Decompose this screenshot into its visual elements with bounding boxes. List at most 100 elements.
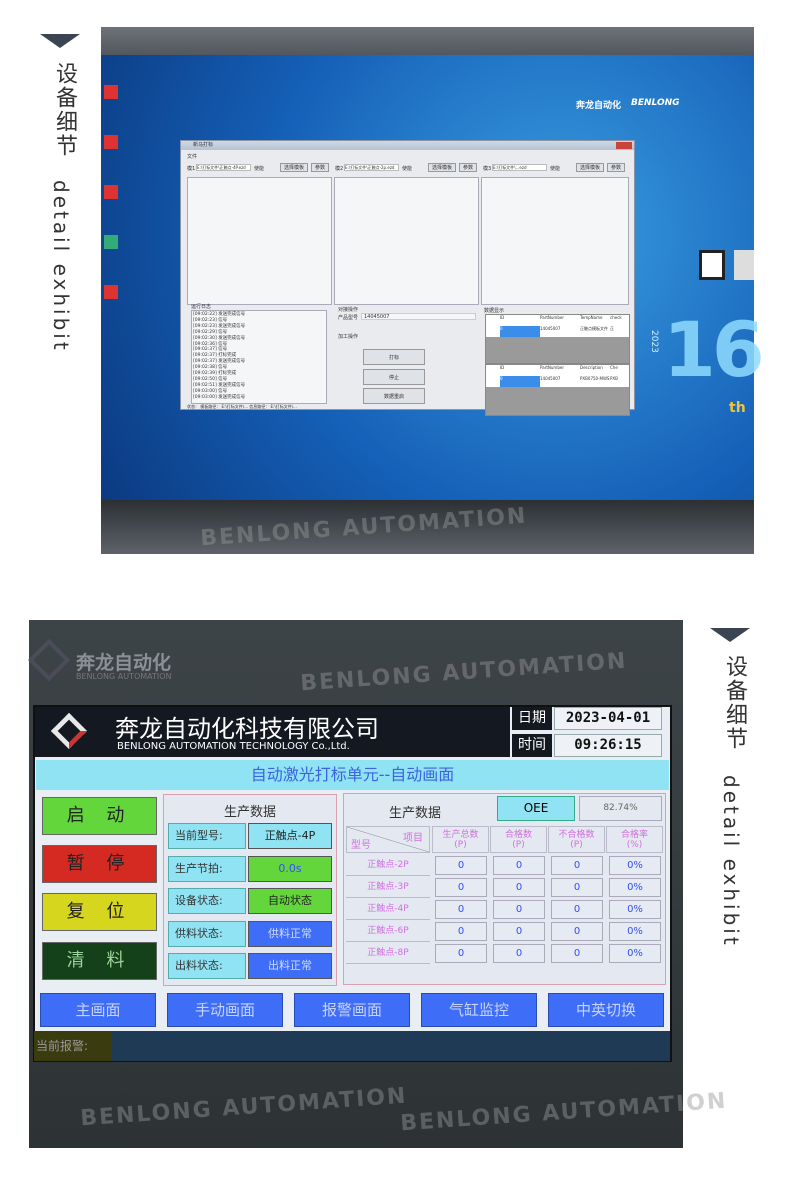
table-cell: 0 [493, 900, 545, 919]
template-path[interactable]: E:\打标文件\正触点-2p.ezd [344, 164, 399, 171]
log-line: [09:02:37] 发送完成信号 [193, 359, 246, 365]
menu-file[interactable]: 文件 [187, 154, 198, 160]
control-button-0[interactable]: 启 动 [42, 797, 157, 835]
select-template-button[interactable]: 选择模板 [428, 163, 456, 172]
grid-cell[interactable]: 14045007 [540, 325, 561, 331]
enable-checkbox[interactable]: 使能 [402, 166, 413, 172]
ops-title: 对接操作 [338, 307, 359, 313]
log-line: [09:02:29] 信号 [193, 329, 228, 335]
desktop-icon[interactable] [104, 285, 118, 299]
table-cell: 0 [493, 922, 545, 941]
table-cell: 0 [493, 856, 545, 875]
control-button-1[interactable]: 暂 停 [42, 845, 157, 883]
table-cell: 0 [551, 944, 603, 963]
anniversary-year: 2023 [649, 330, 659, 353]
side-label-cn: 设备细节 [52, 62, 77, 158]
grid-header: Che [610, 365, 618, 370]
param-button[interactable]: 参数 [311, 163, 329, 172]
close-button[interactable] [616, 142, 632, 149]
log-line: [09:02:50] 信号 [193, 376, 228, 382]
marking-software-window: 新马打标 文件 运行日志 [09:02:22] 发送完成信号 [09:02:23]… [180, 140, 635, 416]
data-reset-button[interactable]: 数据重启 [363, 388, 425, 404]
desktop-brand: 奔龙自动化 [576, 101, 622, 111]
select-template-button[interactable]: 选择模板 [280, 163, 308, 172]
log-line: [09:02:38] 信号 [193, 365, 228, 371]
oee-value: 82.74% [579, 796, 662, 821]
param-button[interactable]: 参数 [607, 163, 625, 172]
grid-header: ID [500, 365, 505, 370]
data-grid-2: ID PartNumber Description Che 0 14045007 PXB07… [485, 364, 630, 416]
stats-title: 生产数据 [389, 806, 442, 821]
nav-button-2[interactable]: 报警画面 [294, 993, 410, 1027]
side-label-en: detail exhibit [49, 180, 73, 353]
table-header: 合格率 (%) [606, 826, 663, 853]
log-line: [09:02:37] 打标完成 [193, 353, 237, 359]
template-path[interactable]: E:\打标文件\正触点-4P.ezd [196, 164, 251, 171]
template-label: 模3 [483, 166, 492, 172]
table-cell: 0 [551, 878, 603, 897]
prod-label: 当前型号: [168, 823, 246, 849]
table-cell: 0 [435, 856, 487, 875]
company-name-en: BENLONG AUTOMATION TECHNOLOGY Co.,Ltd. [117, 741, 350, 752]
mark-button[interactable]: 打标 [363, 349, 425, 365]
product-field[interactable]: 14045007 [361, 313, 476, 320]
oee-button[interactable]: OEE [497, 796, 575, 821]
data-grid-1: ID PartNumber TempName check 0 14045007 正触点模板文… [485, 314, 630, 364]
grid-cell[interactable]: PXB [610, 376, 618, 381]
grid-cell[interactable]: 14045007 [540, 376, 561, 381]
control-button-2[interactable]: 复 位 [42, 893, 157, 931]
alarm-bar [112, 1031, 670, 1061]
desktop-icon[interactable] [104, 85, 118, 99]
table-cell: 0 [551, 900, 603, 919]
grid-cell[interactable]: 0 [500, 325, 540, 337]
bezel-logo-en: BENLONG AUTOMATION [76, 672, 172, 681]
table-header: 不合格数 (P) [548, 826, 605, 853]
stop-button[interactable]: 停止 [363, 369, 425, 385]
table-cell: 0 [435, 944, 487, 963]
qr-code-icon [699, 250, 725, 280]
table-cell: 0 [435, 922, 487, 941]
log-line: [09:02:23] 发送完成信号 [193, 323, 246, 329]
run-log: [09:02:22] 发送完成信号 [09:02:23] 信号 [09:02:23]… [191, 310, 327, 404]
grid-cell[interactable]: 0 [500, 376, 540, 387]
enable-checkbox[interactable]: 使能 [254, 166, 265, 172]
enable-checkbox[interactable]: 使能 [550, 166, 561, 172]
prod-value: 自动状态 [248, 888, 332, 914]
company-logo-icon [50, 712, 88, 750]
control-button-3[interactable]: 清 料 [42, 942, 157, 980]
triangle-marker-icon [710, 628, 750, 642]
nav-button-1[interactable]: 手动画面 [167, 993, 283, 1027]
grid-header: TempName [580, 315, 603, 320]
prod-value: 供料正常 [248, 920, 332, 947]
grid-cell[interactable]: PXB0750-MWS2B-4 [580, 376, 610, 381]
table-cell: 0 [493, 878, 545, 897]
prod-value: 出料正常 [248, 953, 332, 979]
grid-header: PartNumber [540, 315, 564, 320]
nav-button-3[interactable]: 气缸监控 [421, 993, 537, 1027]
log-line: [09:03:00] 发送完成信号 [193, 394, 246, 400]
triangle-marker-icon [40, 34, 80, 48]
param-button[interactable]: 参数 [459, 163, 477, 172]
nav-button-4[interactable]: 中英切换 [548, 993, 664, 1027]
row-model: 正触点-8P [346, 943, 430, 964]
bezel-logo: 奔龙自动化 [76, 652, 172, 674]
template-path[interactable]: E:\打标文件\...ezd [492, 164, 547, 171]
desktop-icon[interactable] [104, 235, 118, 249]
grid-cell[interactable]: 正 [610, 325, 614, 331]
anniversary-number: 16 [663, 305, 765, 394]
prod-label: 供料状态: [168, 920, 246, 947]
table-header: 生产总数 (P) [432, 826, 489, 853]
side-label-en: detail exhibit [719, 775, 743, 948]
grid-cell[interactable]: 正触点模板文件 [580, 325, 608, 331]
table-cell: 0 [493, 944, 545, 963]
log-title: 运行日志 [191, 304, 212, 310]
desktop-icon[interactable] [104, 185, 118, 199]
select-template-button[interactable]: 选择模板 [576, 163, 604, 172]
desktop-icon[interactable] [104, 135, 118, 149]
nav-button-0[interactable]: 主画面 [40, 993, 156, 1027]
log-line: [09:02:23] 信号 [193, 317, 228, 323]
table-cell: 0% [609, 944, 661, 963]
qr-code-icon [734, 250, 754, 280]
table-cell: 0 [435, 878, 487, 897]
table-corner: 项目 型号 [346, 826, 430, 853]
